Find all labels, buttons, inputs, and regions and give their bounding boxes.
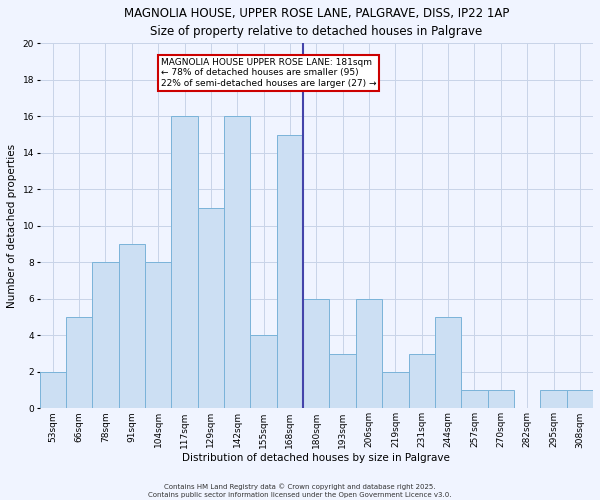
Bar bbox=[303, 299, 329, 408]
Bar bbox=[541, 390, 566, 408]
Text: Contains HM Land Registry data © Crown copyright and database right 2025.
Contai: Contains HM Land Registry data © Crown c… bbox=[148, 483, 452, 498]
Bar bbox=[356, 299, 382, 408]
Bar bbox=[329, 354, 356, 408]
Bar bbox=[66, 317, 92, 408]
Bar bbox=[119, 244, 145, 408]
Bar bbox=[250, 336, 277, 408]
Y-axis label: Number of detached properties: Number of detached properties bbox=[7, 144, 17, 308]
Bar bbox=[488, 390, 514, 408]
Bar bbox=[40, 372, 66, 408]
Text: MAGNOLIA HOUSE UPPER ROSE LANE: 181sqm
← 78% of detached houses are smaller (95): MAGNOLIA HOUSE UPPER ROSE LANE: 181sqm ←… bbox=[161, 58, 376, 88]
Bar bbox=[435, 317, 461, 408]
Bar bbox=[92, 262, 119, 408]
Bar bbox=[224, 116, 250, 408]
Bar bbox=[197, 208, 224, 408]
Bar bbox=[461, 390, 488, 408]
Bar bbox=[277, 134, 303, 408]
Title: MAGNOLIA HOUSE, UPPER ROSE LANE, PALGRAVE, DISS, IP22 1AP
Size of property relat: MAGNOLIA HOUSE, UPPER ROSE LANE, PALGRAV… bbox=[124, 7, 509, 38]
Bar bbox=[566, 390, 593, 408]
X-axis label: Distribution of detached houses by size in Palgrave: Distribution of detached houses by size … bbox=[182, 453, 450, 463]
Bar bbox=[145, 262, 172, 408]
Bar bbox=[172, 116, 197, 408]
Bar bbox=[409, 354, 435, 408]
Bar bbox=[382, 372, 409, 408]
